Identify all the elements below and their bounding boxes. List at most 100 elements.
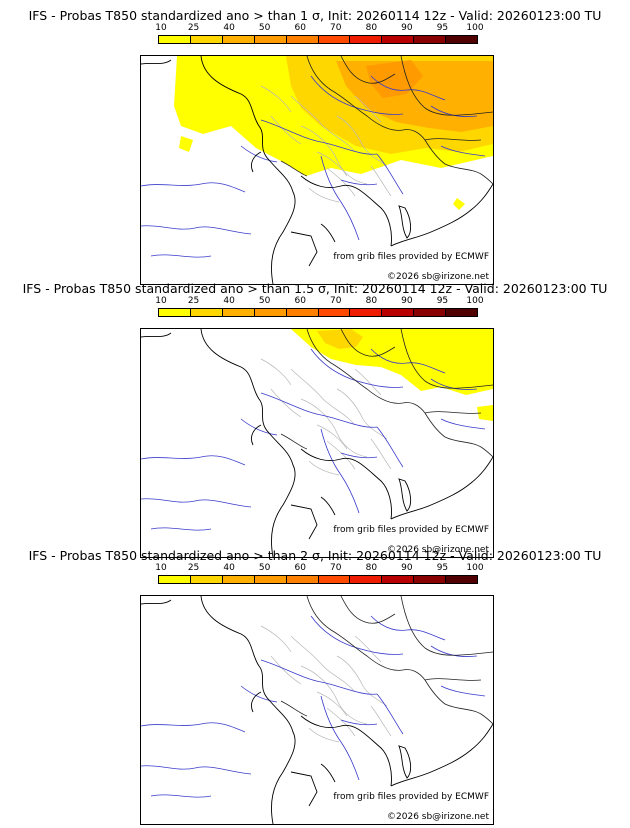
- river: [150, 254, 212, 258]
- river: [340, 179, 378, 186]
- region-boundary: [326, 707, 356, 737]
- country-border: [280, 433, 308, 450]
- colorbar-tick-label: 40: [223, 563, 235, 573]
- region-boundary: [260, 85, 292, 113]
- region-boundary: [308, 460, 340, 476]
- colorbar-segment: [222, 576, 255, 583]
- panel-title: IFS - Probas T850 standardized ano > tha…: [22, 281, 608, 296]
- country-border: [400, 56, 493, 116]
- river: [260, 659, 378, 695]
- region-boundary: [290, 635, 356, 693]
- panel-title: IFS - Probas T850 standardized ano > tha…: [28, 8, 602, 23]
- colorbar-ticks: 10 25 40 50 60 70 80 90 95 100: [155, 296, 483, 308]
- map-panel-2: IFS - Probas T850 standardized ano > tha…: [0, 281, 630, 558]
- colorbar-tick-label: 80: [365, 296, 378, 306]
- colorbar-tick-label: 95: [436, 296, 449, 306]
- country-border: [340, 596, 396, 624]
- river: [320, 155, 360, 241]
- colorbar-segment: [159, 576, 191, 583]
- coastline: [141, 59, 172, 65]
- river: [376, 426, 404, 468]
- river: [370, 75, 446, 101]
- colorbar-tick-label: 100: [466, 563, 484, 573]
- region-boundary: [308, 187, 340, 203]
- river: [310, 348, 404, 388]
- river: [240, 145, 278, 163]
- coastline: [390, 183, 493, 247]
- credit-copyright: ©2026 sb@irizone.net: [387, 272, 489, 283]
- region-boundary: [270, 388, 302, 418]
- colorbar-tick-label: 70: [330, 23, 342, 33]
- colorbar-tick-label: 50: [258, 296, 271, 306]
- region-boundary: [354, 95, 382, 123]
- colorbar-ticks: 10 25 40 50 60 70 80 90 95 100: [155, 563, 483, 575]
- country-border: [280, 700, 308, 717]
- coastline: [290, 231, 318, 267]
- colorbar-segment: [254, 36, 287, 43]
- country-border: [424, 411, 482, 414]
- probability-overlay: [291, 329, 493, 421]
- region-boundary: [336, 655, 388, 707]
- river: [260, 392, 378, 428]
- region-boundary: [300, 398, 368, 458]
- coastline: [200, 329, 296, 557]
- river: [430, 645, 478, 657]
- colorbar-tick-label: 100: [466, 296, 484, 306]
- map-lines: [141, 596, 493, 824]
- river: [150, 794, 212, 798]
- colorbar-tick-label: 40: [223, 23, 235, 33]
- river: [150, 527, 212, 531]
- country-border: [340, 56, 396, 84]
- colorbar-tick-label: 25: [187, 23, 200, 33]
- river: [310, 75, 404, 115]
- coastline: [300, 715, 392, 787]
- colorbar-tick-label: 60: [294, 296, 306, 306]
- credit-source: from grib files provided by ECMWF: [333, 252, 489, 263]
- colorbar-segment: [190, 36, 223, 43]
- colorbar-tick-label: 95: [436, 563, 449, 573]
- colorbar-segment: [414, 36, 447, 43]
- credit-copyright: ©2026 sb@irizone.net: [387, 812, 489, 823]
- colorbar-tick-label: 90: [401, 563, 413, 573]
- colorbar-segment: [254, 576, 287, 583]
- river: [141, 225, 252, 235]
- river: [340, 452, 378, 459]
- colorbar-segment: [446, 576, 478, 583]
- colorbar-segment: [222, 309, 255, 316]
- region-boundary: [370, 705, 392, 737]
- region-boundary: [260, 625, 292, 653]
- colorbar-segment: [190, 309, 223, 316]
- colorbar-segment: [159, 309, 191, 316]
- colorbar-segment: [190, 576, 223, 583]
- river: [440, 145, 486, 157]
- colorbar-tick-label: 60: [294, 23, 306, 33]
- map-canvas: [141, 329, 493, 557]
- colorbar-tick-label: 100: [466, 23, 484, 33]
- colorbar-tick-label: 10: [155, 296, 167, 306]
- river: [440, 685, 486, 697]
- river: [440, 418, 486, 430]
- region-boundary: [354, 368, 382, 396]
- region-boundary: [370, 165, 392, 197]
- map-canvas: [141, 596, 493, 824]
- colorbar: [158, 308, 478, 317]
- coastline: [398, 205, 412, 239]
- coastline: [141, 599, 172, 605]
- map-frame: from grib files provided by ECMWF ©2026 …: [140, 328, 494, 558]
- region-boundary: [370, 438, 392, 470]
- colorbar-segment: [286, 309, 319, 316]
- colorbar-segment: [222, 36, 255, 43]
- colorbar: [158, 35, 478, 44]
- colorbar-tick-label: 25: [187, 296, 200, 306]
- colorbar-segment: [286, 576, 319, 583]
- colorbar-tick-label: 95: [436, 23, 449, 33]
- river: [376, 153, 404, 195]
- colorbar-tick-label: 90: [401, 23, 413, 33]
- panel-title: IFS - Probas T850 standardized ano > tha…: [28, 548, 602, 563]
- river: [260, 119, 378, 155]
- coastline: [300, 175, 392, 247]
- colorbar-segment: [382, 576, 415, 583]
- colorbar-segment: [318, 309, 351, 316]
- river: [310, 615, 404, 655]
- map-lines: [141, 56, 493, 284]
